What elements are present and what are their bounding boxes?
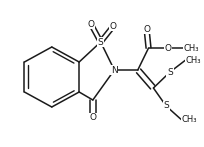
- Text: S: S: [163, 101, 169, 111]
- Text: O: O: [143, 25, 150, 34]
- Text: O: O: [110, 21, 117, 30]
- Text: S: S: [167, 67, 173, 76]
- Text: CH₃: CH₃: [186, 56, 201, 65]
- Text: O: O: [87, 20, 94, 29]
- Text: S: S: [98, 37, 103, 46]
- Text: O: O: [165, 44, 172, 52]
- Text: O: O: [89, 113, 96, 122]
- Text: N: N: [111, 66, 118, 75]
- Text: CH₃: CH₃: [184, 44, 199, 52]
- Text: CH₃: CH₃: [182, 116, 197, 125]
